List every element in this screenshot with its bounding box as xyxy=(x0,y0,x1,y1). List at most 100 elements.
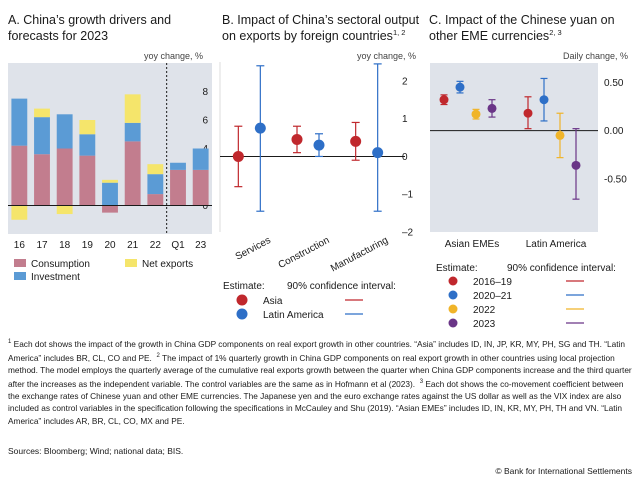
panel-a-title-line2: forecasts for 2023 xyxy=(8,29,108,43)
panel-b-xtick-construction: Construction xyxy=(277,235,332,271)
legend-investment-swatch xyxy=(14,272,26,280)
panel-c-xtick-asian-emes: Asian EMEs xyxy=(445,239,499,250)
point-2016-19-asian-emes xyxy=(439,95,449,105)
panel-b-ytick-0: 0 xyxy=(402,152,408,163)
bar-consumption-19 xyxy=(79,155,96,206)
panel-b-ytick-2: 2 xyxy=(402,76,408,87)
panel-a-unit: yoy change, % xyxy=(144,51,203,61)
legend-consumption-label: Consumption xyxy=(31,259,90,270)
point-asia-construction xyxy=(291,133,303,145)
panel-a-xtick-18: 18 xyxy=(59,240,71,251)
bar-consumption-20 xyxy=(102,205,118,213)
legend-2022-label: 2022 xyxy=(473,305,496,316)
panel-b-ytick--1: –1 xyxy=(402,190,414,201)
bar-net-exports-17 xyxy=(34,108,50,118)
panel-a-ytick-8: 8 xyxy=(202,87,208,98)
bar-net-exports-16 xyxy=(11,205,28,220)
point-2016-19-latin-america xyxy=(523,108,533,118)
note1-text: Each dot shows the impact of the growth … xyxy=(8,338,625,363)
legend-2016-19-dot xyxy=(448,276,458,286)
panel-b-title-line2: on exports by foreign countries1, 2 xyxy=(222,28,405,43)
legend-2020-21-label: 2020–21 xyxy=(473,291,512,302)
panel-b-xtick-services: Services xyxy=(234,235,273,263)
panel-c-legend-title: Estimate: xyxy=(436,263,478,274)
copyright: © Bank for International Settlements xyxy=(495,466,632,476)
point-2022-asian-emes xyxy=(471,109,481,119)
panel-a-xtick-22: 22 xyxy=(150,240,162,251)
legend-latam-dot xyxy=(236,308,248,320)
panel-c-title-line2: other EME currencies2, 3 xyxy=(429,28,562,43)
legend-netexports-label: Net exports xyxy=(142,259,193,270)
panel-b-title-sup: 1, 2 xyxy=(393,28,406,37)
legend-2020-21-dot xyxy=(448,290,458,300)
panel-b-xtick-manufacturing: Manufacturing xyxy=(329,235,390,274)
bar-net-exports-21 xyxy=(124,94,141,123)
point-asia-services xyxy=(232,150,244,162)
bar-consumption-23 xyxy=(192,169,209,206)
note2-text: The impact of 1% quarterly growth in Chi… xyxy=(8,352,632,389)
panel-a-xtick-20: 20 xyxy=(104,240,116,251)
panel-c-title-sup: 2, 3 xyxy=(549,28,562,37)
point-asia-manufacturing xyxy=(350,135,362,147)
panel-c-ytick-2: 0.50 xyxy=(604,78,624,89)
panel-c-unit: Daily change, % xyxy=(563,51,628,61)
panel-c-ytick-1: 0.00 xyxy=(604,126,624,137)
bar-consumption-22 xyxy=(147,194,164,206)
panel-a-xtick-19: 19 xyxy=(82,240,94,251)
legend-consumption-swatch xyxy=(14,259,26,267)
legend-asia-dot xyxy=(236,294,248,306)
bar-consumption-17 xyxy=(34,154,50,206)
panel-b-unit: yoy change, % xyxy=(357,51,416,61)
bar-investment-23 xyxy=(192,148,209,170)
panel-a-xtick-16: 16 xyxy=(14,240,26,251)
sources: Sources: Bloomberg; Wind; national data;… xyxy=(8,446,184,456)
panel-c: C. Impact of the Chinese yuan on other E… xyxy=(429,13,628,330)
point-latin-america-construction xyxy=(313,139,325,151)
legend-2023-label: 2023 xyxy=(473,319,496,330)
bar-investment-Q1 xyxy=(170,162,186,170)
bar-investment-18 xyxy=(56,114,73,149)
panel-c-title-line1: C. Impact of the Chinese yuan on xyxy=(429,13,615,27)
bar-investment-21 xyxy=(124,122,141,142)
panel-b-ytick-1: 1 xyxy=(402,114,408,125)
legend-latam-label: Latin America xyxy=(263,310,324,321)
note3-text: Each dot shows the co-movement coefficie… xyxy=(8,378,624,426)
legend-asia-label: Asia xyxy=(263,296,283,307)
legend-netexports-swatch xyxy=(125,259,137,267)
panel-c-plot-area xyxy=(430,63,598,232)
legend-2022-dot xyxy=(448,304,458,314)
footnotes: 1 Each dot shows the impact of the growt… xyxy=(8,336,634,427)
figure: A. China’s growth drivers and forecasts … xyxy=(8,13,628,330)
panel-a: A. China’s growth drivers and forecasts … xyxy=(8,13,212,283)
panel-c-ci-label: 90% confidence interval: xyxy=(507,263,616,274)
bar-consumption-21 xyxy=(124,141,141,206)
bar-investment-22 xyxy=(147,174,164,195)
note1-mark: 1 xyxy=(8,339,12,345)
note3-mark: 3 xyxy=(419,379,424,386)
bar-net-exports-18 xyxy=(56,205,73,215)
panel-b-legend-title: Estimate: xyxy=(223,281,265,292)
panel-a-xtick-Q1: Q1 xyxy=(171,240,185,251)
panel-c-ytick-0: -0.50 xyxy=(604,174,627,185)
panel-a-ytick-0: 0 xyxy=(202,201,208,212)
legend-2023-dot xyxy=(448,318,458,328)
panel-b: B. Impact of China’s sectoral output on … xyxy=(219,13,420,321)
point-2020-21-asian-emes xyxy=(455,82,465,92)
bar-consumption-Q1 xyxy=(170,169,186,206)
point-2023-latin-america xyxy=(571,160,581,170)
panel-b-ci-label: 90% confidence interval: xyxy=(287,281,396,292)
panel-a-ytick-6: 6 xyxy=(202,116,208,127)
point-latin-america-services xyxy=(254,122,266,134)
panel-b-title-line1: B. Impact of China’s sectoral output xyxy=(222,13,420,27)
bar-investment-19 xyxy=(79,134,96,156)
bar-net-exports-22 xyxy=(147,164,164,175)
bar-investment-20 xyxy=(102,182,118,206)
bar-investment-17 xyxy=(34,117,50,155)
point-latin-america-manufacturing xyxy=(372,147,384,159)
legend-investment-label: Investment xyxy=(31,272,80,283)
bar-net-exports-19 xyxy=(79,120,96,135)
bar-investment-16 xyxy=(11,98,28,146)
panel-a-xtick-17: 17 xyxy=(36,240,48,251)
panel-c-xtick-latin-america: Latin America xyxy=(526,239,587,250)
bar-consumption-18 xyxy=(56,148,73,206)
